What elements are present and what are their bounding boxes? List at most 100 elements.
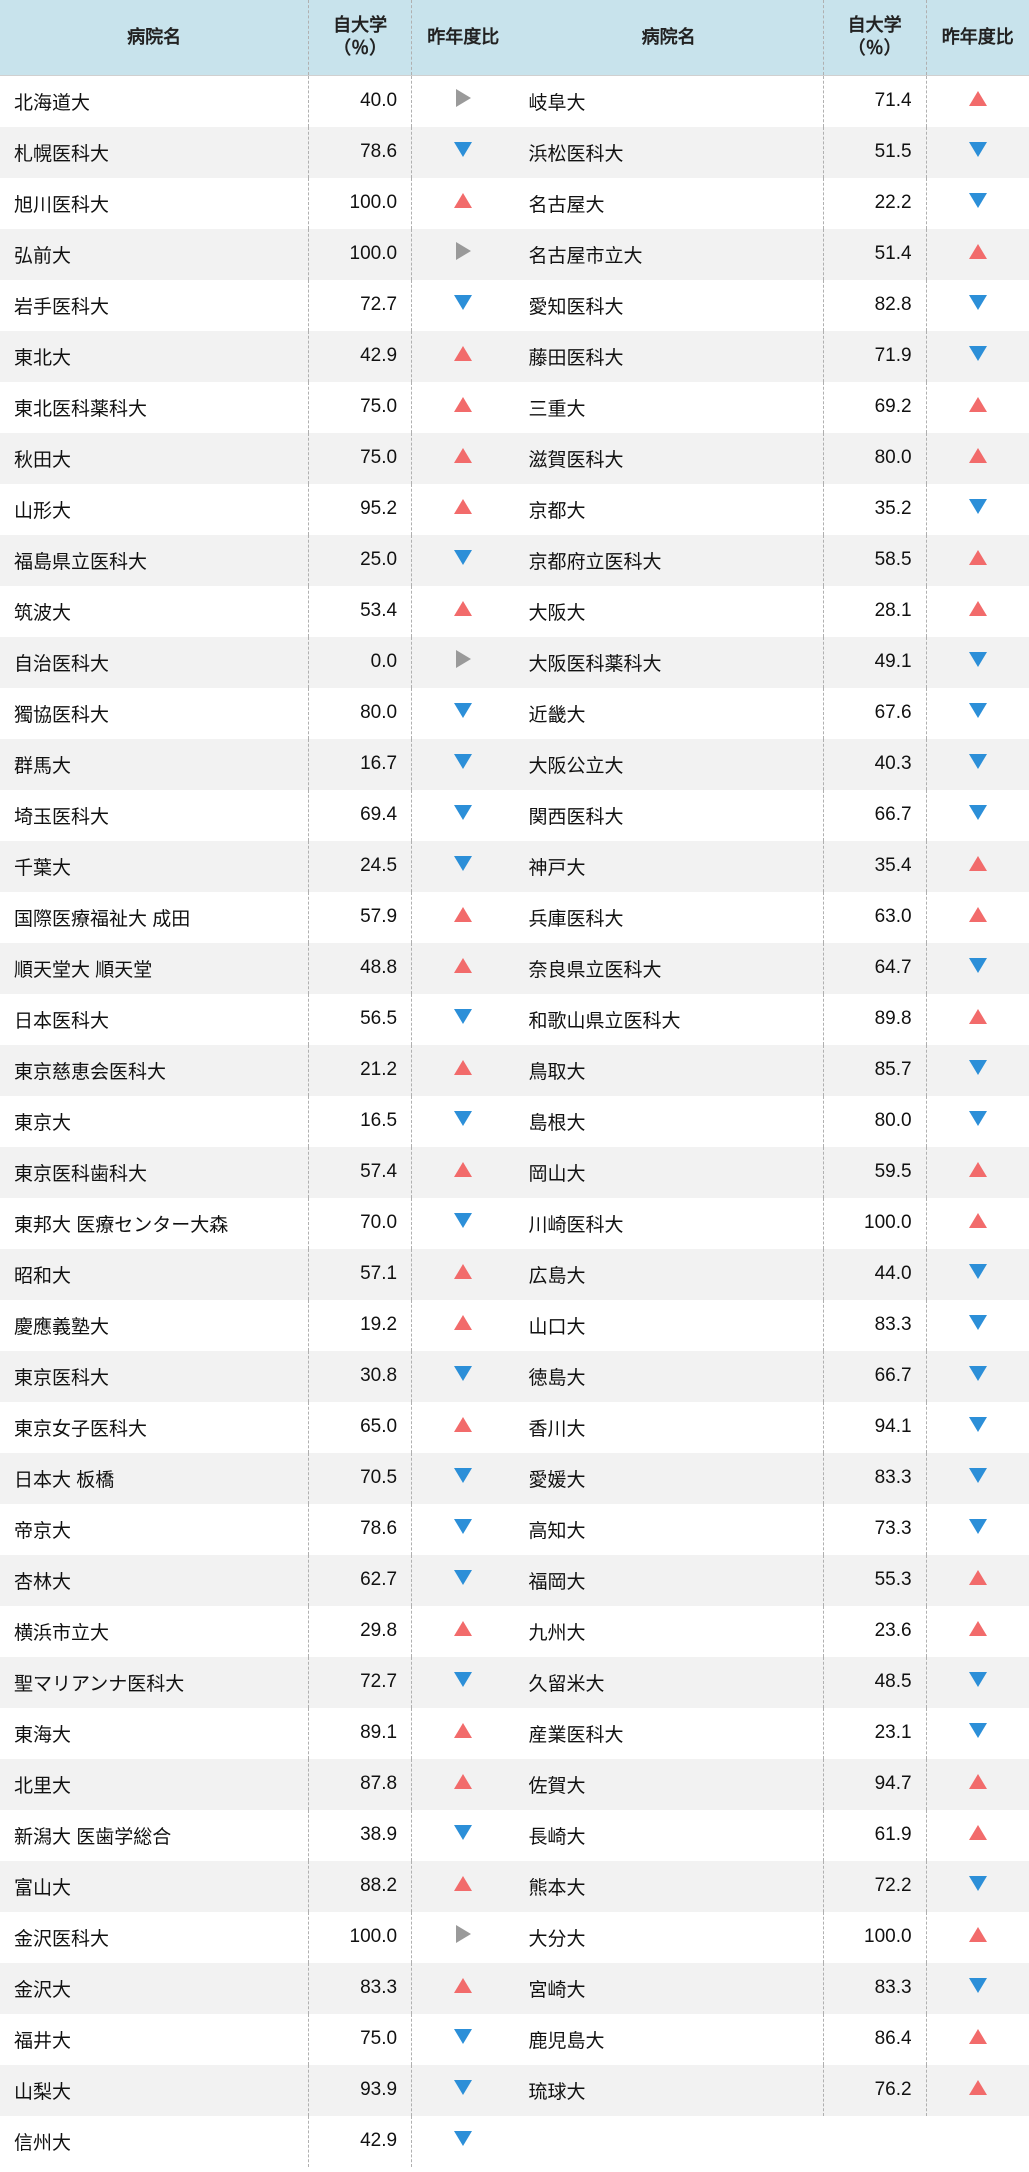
year-change <box>926 1300 1029 1351</box>
table-row: 東京大16.5 <box>0 1096 515 1147</box>
hospital-name: 東京大 <box>0 1096 309 1147</box>
table-row: 久留米大48.5 <box>515 1657 1029 1708</box>
year-change <box>412 484 515 535</box>
own-university-pct: 83.3 <box>823 1300 926 1351</box>
hospital-name: 愛媛大 <box>515 1453 824 1504</box>
year-change <box>412 1606 515 1657</box>
table-row: 大分大100.0 <box>515 1912 1029 1963</box>
flat-arrow-icon <box>456 1925 471 1943</box>
hospital-name: 東北大 <box>0 331 309 382</box>
up-arrow-icon <box>969 2080 987 2095</box>
year-change <box>926 1555 1029 1606</box>
table-row: 東海大89.1 <box>0 1708 515 1759</box>
year-change <box>412 229 515 280</box>
own-university-pct: 72.7 <box>309 1657 412 1708</box>
own-university-pct: 55.3 <box>823 1555 926 1606</box>
table-row: 香川大94.1 <box>515 1402 1029 1453</box>
up-arrow-icon <box>454 1876 472 1891</box>
table-row: 東京慈恵会医科大21.2 <box>0 1045 515 1096</box>
own-university-pct: 82.8 <box>823 280 926 331</box>
own-university-pct: 100.0 <box>309 178 412 229</box>
year-change <box>412 1147 515 1198</box>
up-arrow-icon <box>969 550 987 565</box>
own-university-pct: 35.4 <box>823 841 926 892</box>
hospital-name: 名古屋大 <box>515 178 824 229</box>
table-row: 九州大23.6 <box>515 1606 1029 1657</box>
table-row: 宮崎大83.3 <box>515 1963 1029 2014</box>
own-university-pct: 100.0 <box>309 229 412 280</box>
own-university-pct: 89.8 <box>823 994 926 1045</box>
hospital-name: 山口大 <box>515 1300 824 1351</box>
up-arrow-icon <box>969 1927 987 1942</box>
year-change <box>926 2065 1029 2116</box>
table-row: 埼玉医科大69.4 <box>0 790 515 841</box>
hospital-name: 東海大 <box>0 1708 309 1759</box>
year-change <box>412 382 515 433</box>
table-row: 福岡大55.3 <box>515 1555 1029 1606</box>
own-university-pct: 42.9 <box>309 331 412 382</box>
hospital-name: 琉球大 <box>515 2065 824 2116</box>
own-university-pct: 100.0 <box>823 1198 926 1249</box>
hospital-name: 順天堂大 順天堂 <box>0 943 309 994</box>
year-change <box>926 1912 1029 1963</box>
down-arrow-icon <box>969 1519 987 1534</box>
hospital-name: 信州大 <box>0 2116 309 2167</box>
hospital-name: 和歌山県立医科大 <box>515 994 824 1045</box>
table-row: 弘前大100.0 <box>0 229 515 280</box>
table-row: 北里大87.8 <box>0 1759 515 1810</box>
hospital-name: 岩手医科大 <box>0 280 309 331</box>
own-university-pct: 57.4 <box>309 1147 412 1198</box>
year-change <box>926 688 1029 739</box>
hospital-name: 札幌医科大 <box>0 127 309 178</box>
table-row: 横浜市立大29.8 <box>0 1606 515 1657</box>
hospital-name: 産業医科大 <box>515 1708 824 1759</box>
down-arrow-icon <box>454 295 472 310</box>
table-row: 山形大95.2 <box>0 484 515 535</box>
hospital-name: 近畿大 <box>515 688 824 739</box>
up-arrow-icon <box>454 1723 472 1738</box>
year-change <box>412 994 515 1045</box>
up-arrow-icon <box>969 1009 987 1024</box>
year-change <box>412 1453 515 1504</box>
table-row: 熊本大72.2 <box>515 1861 1029 1912</box>
own-university-pct: 94.7 <box>823 1759 926 1810</box>
table-row: 大阪公立大40.3 <box>515 739 1029 790</box>
up-arrow-icon <box>454 1774 472 1789</box>
down-arrow-icon <box>454 1213 472 1228</box>
table-row: 関西医科大66.7 <box>515 790 1029 841</box>
hospital-name: 日本医科大 <box>0 994 309 1045</box>
hospital-name: 長崎大 <box>515 1810 824 1861</box>
header-change: 昨年度比 <box>926 0 1029 75</box>
table-row: 藤田医科大71.9 <box>515 331 1029 382</box>
header-change: 昨年度比 <box>412 0 515 75</box>
up-arrow-icon <box>454 346 472 361</box>
own-university-pct: 49.1 <box>823 637 926 688</box>
table-row: 兵庫医科大63.0 <box>515 892 1029 943</box>
year-change <box>412 688 515 739</box>
table-row: 北海道大40.0 <box>0 75 515 127</box>
year-change <box>926 994 1029 1045</box>
table-row: 和歌山県立医科大89.8 <box>515 994 1029 1045</box>
year-change <box>412 2014 515 2065</box>
up-arrow-icon <box>454 1264 472 1279</box>
hospital-name: 千葉大 <box>0 841 309 892</box>
year-change <box>412 75 515 127</box>
year-change <box>412 790 515 841</box>
down-arrow-icon <box>969 652 987 667</box>
own-university-pct: 87.8 <box>309 1759 412 1810</box>
table-container: 病院名 自大学（％） 昨年度比 北海道大40.0札幌医科大78.6旭川医科大10… <box>0 0 1029 2167</box>
hospital-name: 帝京大 <box>0 1504 309 1555</box>
own-university-pct: 25.0 <box>309 535 412 586</box>
up-arrow-icon <box>969 397 987 412</box>
hospital-name: 香川大 <box>515 1402 824 1453</box>
table-row: 愛知医科大82.8 <box>515 280 1029 331</box>
year-change <box>926 1045 1029 1096</box>
table-row: 山口大83.3 <box>515 1300 1029 1351</box>
own-university-pct: 78.6 <box>309 1504 412 1555</box>
table-row: 徳島大66.7 <box>515 1351 1029 1402</box>
year-change <box>412 1861 515 1912</box>
down-arrow-icon <box>969 1111 987 1126</box>
down-arrow-icon <box>969 754 987 769</box>
down-arrow-icon <box>454 1570 472 1585</box>
own-university-pct: 53.4 <box>309 586 412 637</box>
